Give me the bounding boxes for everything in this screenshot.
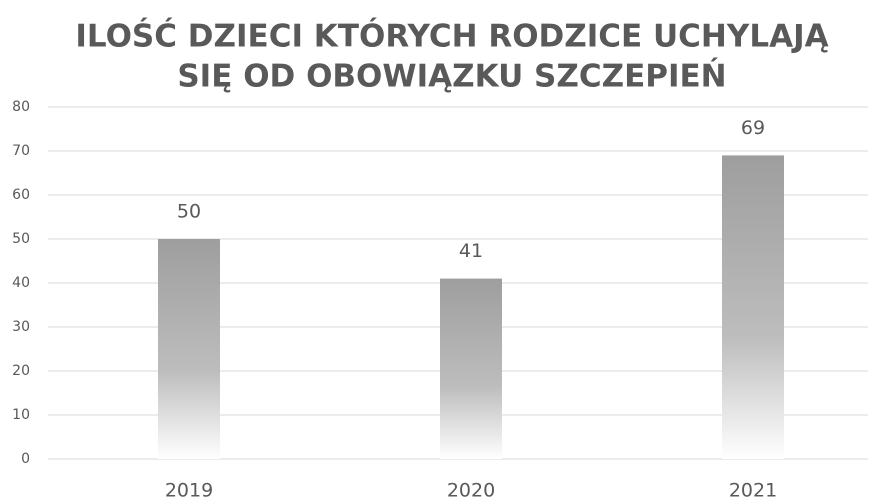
y-tick-label: 10 bbox=[12, 407, 30, 423]
y-tick-label: 70 bbox=[12, 143, 30, 159]
value-label: 50 bbox=[177, 201, 201, 223]
x-tick-label: 2019 bbox=[165, 480, 213, 502]
bar bbox=[722, 155, 784, 459]
x-tick-label: 2021 bbox=[729, 480, 777, 502]
value-label: 69 bbox=[741, 117, 765, 139]
x-tick-label: 2020 bbox=[447, 480, 495, 502]
chart-title: SIĘ OD OBOWIĄZKU SZCZEPIEŃ bbox=[177, 59, 726, 95]
y-tick-label: 80 bbox=[12, 99, 30, 115]
y-tick-label: 40 bbox=[12, 275, 30, 291]
bar bbox=[158, 239, 220, 459]
y-tick-label: 50 bbox=[12, 231, 30, 247]
chart-title: ILOŚĆ DZIECI KTÓRYCH RODZICE UCHYLAJĄ bbox=[75, 18, 828, 55]
y-tick-label: 30 bbox=[12, 319, 30, 335]
y-tick-label: 20 bbox=[12, 363, 30, 379]
value-label: 41 bbox=[459, 240, 483, 262]
y-tick-label: 0 bbox=[21, 451, 30, 467]
bar bbox=[440, 278, 502, 459]
y-tick-label: 60 bbox=[12, 187, 30, 203]
